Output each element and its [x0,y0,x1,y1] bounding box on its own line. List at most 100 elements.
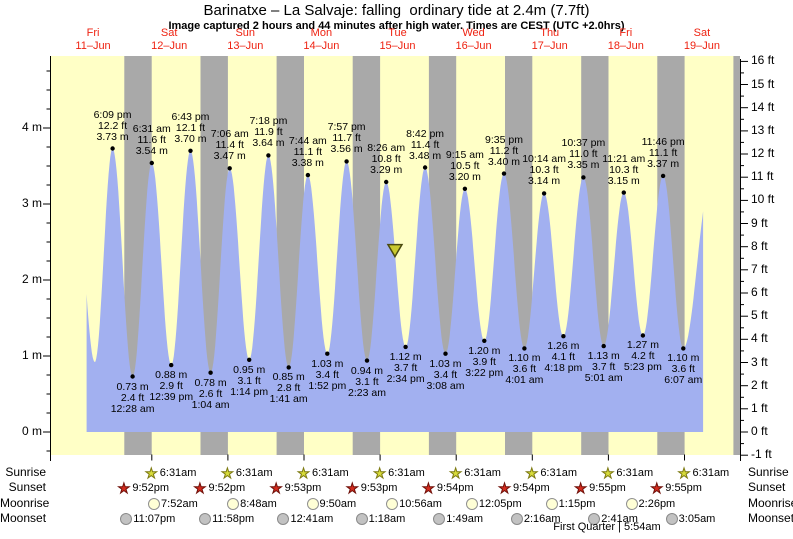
sunrise-icon: ★ [601,464,615,481]
tide-annotation-low-line: 4.2 ft [631,350,655,363]
y-axis-label-ft: 1 ft [751,401,768,415]
moonset-time: 12:41am [290,512,334,525]
tide-annotation-low-line: 5:01 am [584,372,623,385]
tide-annotation-high-line: 3.40 m [487,155,521,168]
moonset-icon [120,512,133,525]
tide-annotation-low-line: 3.7 ft [393,361,418,374]
tide-annotation-high-line: 10.8 ft [371,152,401,165]
moonrise-icon [625,497,638,510]
sunset-icon: ★ [117,479,131,496]
tide-annotation-low-line: 1.03 m [429,357,462,370]
tide-annotation-low: 0.73 m 2.4 ft 12:28 am [111,381,155,415]
tide-annotation-low-line: 1.13 m [587,350,620,363]
moonset-icon [199,512,212,525]
tide-annotation-high-line: 3.48 m [409,149,442,162]
tide-dot [305,172,311,178]
moonset-entry: 2:16am [510,511,561,526]
tide-annotation-high-line: 3.54 m [135,144,168,157]
y-axis-label-m: 2 m [0,273,42,286]
moonrise-row-label-right: Moonrise [748,496,793,510]
tide-annotation-high-line: 3.56 m [330,143,363,156]
moonrise-time: 2:26pm [638,497,676,510]
tide-dot [149,160,154,166]
tide-annotation-high: 8:26 am 10.8 ft 3.29 m [367,141,406,176]
tide-annotation-low-line: 1.27 m [626,339,659,352]
sunset-entry: ★ 9:54pm [497,480,550,495]
y-axis-label-ft: 3 ft [751,355,768,369]
day-label-line: 13–Jun [227,39,264,52]
sunset-time: 9:53pm [360,481,398,494]
day-label-line: Mon [310,27,333,39]
moonset-icon [665,512,678,525]
y-axis-label-m-line: 0 m [21,424,42,438]
day-label-line: 19–Jun [683,39,720,52]
moonrise-icon [306,497,319,510]
sunrise-time: 6:31am [388,466,425,479]
day-label-line: Sat [160,27,178,39]
tide-annotation-low-line: 1:04 am [191,398,230,411]
sunset-time: 9:55pm [665,481,702,494]
tide-annotation-low: 1.12 m 3.7 ft 2:34 pm [386,351,425,385]
tide-annotation-high-line: 3.47 m [213,150,246,163]
y-axis-label-ft-line: 16 ft [751,53,775,68]
tide-annotation-low: 1.20 m 3.9 ft 3:22 pm [465,344,504,379]
sunrise-icon: ★ [297,464,311,481]
tide-annotation-low-line: 1.20 m [468,344,501,357]
sunrise-entry: ★ 6:31am [220,465,273,480]
tide-annotation-low: 1.10 m 3.6 ft 4:01 am [505,353,543,386]
day-label: Fri 11–Jun [75,27,110,52]
moonset-time: 2:16am [523,512,561,525]
tide-annotation-high-line: 10.5 ft [450,159,480,172]
tide-annotation-low-line: 0.95 m [233,363,266,376]
y-axis-label-ft-line: 11 ft [751,169,774,184]
tide-annotation-low: 0.85 m 2.8 ft 1:41 am [270,372,308,405]
tide-dot [110,146,115,151]
y-axis-label-ft-line: 4 ft [751,331,768,346]
tide-annotation-high-line: 11:21 am [602,152,646,165]
sunset-entry: ★ 9:52pm [116,480,169,495]
y-axis-label-m: 0 m [0,425,42,438]
tide-annotation-high-line: 11.9 ft [254,126,283,139]
tide-dot [522,346,527,351]
tide-annotation-low-line: 3.6 ft [512,363,537,376]
moonset-entry: 11:07pm [120,511,175,526]
tide-annotation-low-line: 0.85 m [272,371,305,384]
tide-annotation-high-line: 11.2 ft [489,144,519,157]
sunrise-time: 6:31am [692,466,730,479]
tide-annotation-high-line: 6:43 pm [171,110,210,123]
tide-annotation-high-line: 9:35 pm [485,133,523,146]
tide-annotation-low-line: 2.6 ft [198,387,223,400]
tide-dot [266,153,271,158]
sunrise-entry: ★ 6:31am [677,465,730,480]
moonrise-entry: 7:52am [148,496,198,511]
sunrise-time: 6:31am [159,466,197,479]
tide-annotation-high: 6:31 am 11.6 ft 3.54 m [133,123,171,157]
y-axis-label-ft-line: 12 ft [751,146,775,161]
tide-annotation-low-line: 1:41 am [269,393,308,406]
tide-annotation-low-line: 2:34 pm [386,372,425,385]
day-label-line: Tue [388,27,407,39]
tide-annotation-low: 1.26 m 4.1 ft 4:18 pm [544,341,582,374]
sunrise-entry: ★ 6:31am [448,465,501,480]
tide-annotation-high-line: 10.3 ft [529,164,559,177]
sunset-time: 9:52pm [132,481,170,494]
day-label: Sat 19–Jun [684,27,720,52]
day-label: Sun 13–Jun [227,27,263,52]
tide-annotation-high: 10:37 pm 11.0 ft 3.35 m [561,138,605,171]
tide-dot [403,344,408,350]
tide-annotation-high-line: 10.3 ft [609,163,639,176]
tide-annotation-low-line: 1.03 m [311,357,344,370]
tide-annotation-high-line: 8:26 am [367,141,406,154]
tide-dot [208,370,213,375]
tide-annotation-high-line: 10:37 pm [561,137,606,150]
tide-annotation-high: 7:44 am 11.1 ft 3.38 m [289,136,327,169]
day-label: Mon 14–Jun [303,27,339,52]
y-axis-label-m-line: 3 m [21,196,42,210]
y-axis-label-ft-line: 10 ft [751,192,775,207]
tide-annotation-low-line: 0.88 m [155,369,188,382]
tide-annotation-low-line: 3:22 pm [465,366,504,379]
moonset-time: 3:05am [678,512,716,525]
sunset-icon: ★ [498,479,512,496]
tide-annotation-low: 0.94 m 3.1 ft 2:23 am [348,365,386,399]
day-label-line: Fri [619,27,633,39]
